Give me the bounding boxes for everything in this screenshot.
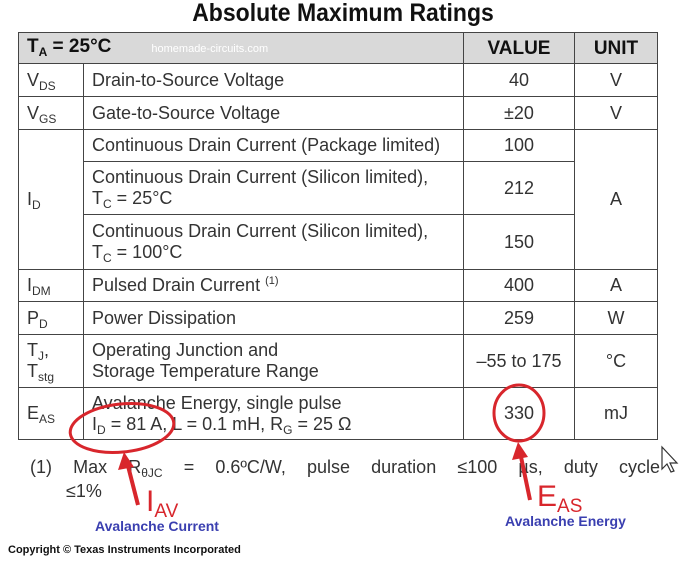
eas-highlight-circle xyxy=(492,383,546,443)
watermark: homemade-circuits.com xyxy=(151,43,269,55)
table-row: PD Power Dissipation 259 W xyxy=(18,301,658,335)
table-row: VGS Gate-to-Source Voltage ±20 V xyxy=(18,96,658,130)
copyright: Copyright © Texas Instruments Incorporat… xyxy=(8,544,241,556)
table-row: Continuous Drain Current (Silicon limite… xyxy=(19,214,658,270)
mouse-cursor-icon xyxy=(661,445,679,473)
table-row: Continuous Drain Current (Silicon limite… xyxy=(19,161,658,215)
table-header: TA = 25°C homemade-circuits.com VALUE UNI… xyxy=(18,32,658,64)
iav-arrowhead xyxy=(118,452,134,470)
value-header: VALUE xyxy=(463,32,575,64)
unit-header: UNIT xyxy=(574,32,658,64)
table-row: TJ, Tstg Operating Junction and Storage Te… xyxy=(18,334,658,388)
page-title: Absolute Maximum Ratings xyxy=(192,0,494,27)
eas-arrowhead xyxy=(512,442,528,460)
iav-label: Avalanche Current xyxy=(95,518,219,534)
table-row: ID Continuous Drain Current (Package lim… xyxy=(18,129,658,270)
table-row: IDM Pulsed Drain Current (1) 400 A xyxy=(18,269,658,302)
eas-symbol: EAS xyxy=(537,480,583,517)
iav-arrow xyxy=(125,461,140,506)
iav-highlight-ellipse xyxy=(68,402,176,454)
eas-label: Avalanche Energy xyxy=(505,513,626,529)
iav-symbol: IAV xyxy=(146,485,179,522)
condition-header: TA = 25°C homemade-circuits.com xyxy=(18,32,464,64)
eas-arrow xyxy=(518,451,532,501)
